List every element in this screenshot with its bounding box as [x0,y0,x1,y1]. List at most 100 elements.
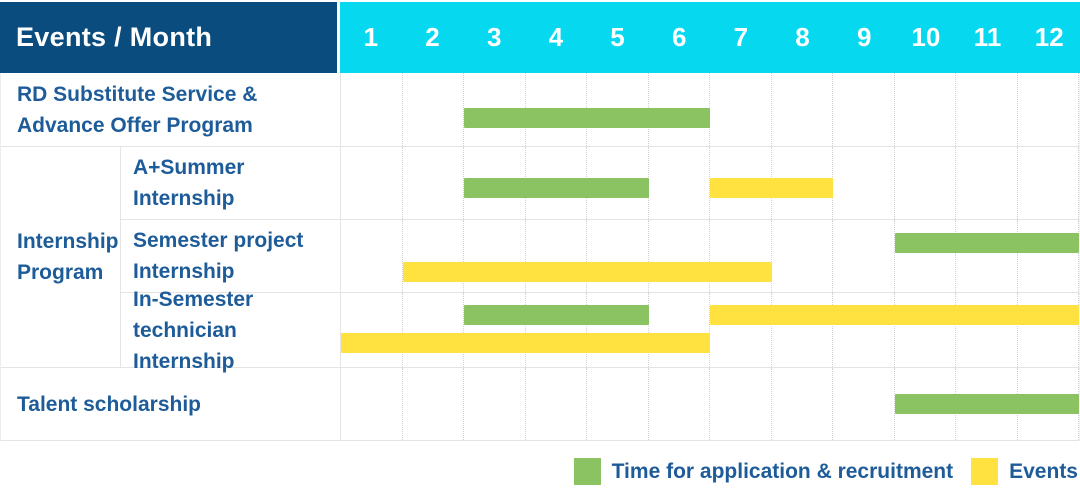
month-header-row: 1 2 3 4 5 6 7 8 9 10 11 12 [340,2,1080,73]
row-label-line: technician Internship [133,318,237,373]
table-header-row: Events / Month 1 2 3 4 5 6 7 8 9 10 11 12 [0,2,1080,73]
month-gridline-column [403,368,464,440]
month-gridline-column [710,73,772,146]
month-gridline-column [772,368,833,440]
row-label-line: Internship [133,259,235,283]
month-header-1: 1 [363,22,379,52]
row-label-line: Internship [133,186,235,210]
application-bar [894,232,1079,253]
chart-area-in-semester-technician-internship [341,293,1079,367]
month-gridline-column [772,219,833,292]
month-gridline-column [403,293,464,367]
month-gridline-column [464,293,526,367]
table-row-in-semester-technician-internship: In-Semester technician Internship [121,288,1079,373]
chart-area-a-summer-internship [341,147,1079,219]
application-bar [464,178,649,198]
chart-area-semester-project-internship [341,219,1079,292]
month-gridline-column [587,293,649,367]
month-header-9: 9 [856,22,872,52]
group-label-line: Program [17,261,104,284]
month-header-6: 6 [671,22,687,52]
row-label-a-summer-internship: A+Summer Internship [121,147,341,219]
month-gridline-column [341,147,403,219]
month-header-2: 2 [425,22,440,52]
month-gridline-column [464,219,526,292]
month-gridline-column [1018,219,1079,292]
month-gridline-column [956,293,1018,367]
month-gridline-column [341,368,403,440]
month-gridline-column [649,147,710,219]
legend: Time for application & recruitment Event… [573,458,1078,485]
month-header-10: 10 [911,22,941,52]
month-gridline-column [833,219,895,292]
month-gridline-column [956,219,1018,292]
month-gridline-column [341,73,403,146]
header-title-cell: Events / Month [0,2,340,73]
events-month-table: Events / Month 1 2 3 4 5 6 7 8 9 10 11 12 RD Substi… [0,2,1080,441]
green-swatch-icon [573,458,601,485]
month-gridline-column [587,368,649,440]
row-label-line: Semester project [133,228,304,252]
month-gridline-column [1018,147,1079,219]
row-label-line: A+Summer [133,155,245,179]
month-gridline-column [403,147,464,219]
month-header-8: 8 [795,22,810,52]
table-row-a-summer-internship: A+Summer Internship [121,147,1079,220]
table-row-semester-project-internship: Semester project Internship [121,219,1079,293]
row-label-line: Advance Offer Program [17,113,253,137]
legend-item-events: Events [971,458,1078,485]
month-gridline-column [710,293,772,367]
application-bar [894,394,1079,414]
legend-label-events: Events [1009,459,1078,483]
row-label-in-semester-technician-internship: In-Semester technician Internship [121,288,341,373]
table-group-internship-program: Internship Program A+Summer Internship S… [1,147,1079,373]
month-header-3: 3 [486,22,502,52]
row-label-line: RD Substitute Service & [17,82,258,106]
month-gridline-column [649,368,710,440]
legend-label-application: Time for application & recruitment [611,459,954,483]
chart-area-talent-scholarship [341,368,1079,440]
legend-item-application: Time for application & recruitment [573,458,954,485]
month-gridline-column [526,368,587,440]
chart-area-rd-substitute [341,73,1079,146]
row-label-rd-substitute: RD Substitute Service & Advance Offer Pr… [1,73,341,146]
month-gridline-column [833,73,895,146]
row-label-semester-project-internship: Semester project Internship [121,219,341,292]
month-gridline-column [956,147,1018,219]
event-bar [341,333,710,353]
month-gridline-column [895,73,956,146]
month-gridline-column [833,147,895,219]
application-bar [464,305,649,325]
month-gridline-column [464,368,526,440]
month-gridline-column [649,293,710,367]
month-gridline-column [710,219,772,292]
month-gridline-column [833,368,895,440]
group-label-line: Internship [17,230,119,253]
month-header-7: 7 [733,22,749,52]
event-bar [402,261,772,282]
table-row-rd-substitute: RD Substitute Service & Advance Offer Pr… [1,73,1079,147]
month-gridline-column [895,147,956,219]
event-bar [710,305,1079,325]
month-gridline-column [403,219,464,292]
month-gridline-column [403,73,464,146]
month-gridline-column [956,73,1018,146]
application-bar [464,108,710,128]
group-subrows: A+Summer Internship Semester project Int… [121,147,1079,373]
month-gridline-column [526,293,587,367]
row-label-line: Talent scholarship [17,392,201,416]
month-gridline-column [895,293,956,367]
month-gridline-column [772,73,833,146]
month-gridline-column [1018,73,1079,146]
event-bar [710,178,833,198]
yellow-swatch-icon [971,458,999,485]
month-gridline-column [710,368,772,440]
table-body: RD Substitute Service & Advance Offer Pr… [0,73,1080,441]
month-gridline-column [1018,293,1079,367]
month-header-4: 4 [548,22,564,52]
month-gridline-column [649,219,710,292]
table-row-talent-scholarship: Talent scholarship [1,368,1079,441]
row-label-talent-scholarship: Talent scholarship [1,368,341,440]
group-label-internship-program: Internship Program [1,147,121,367]
